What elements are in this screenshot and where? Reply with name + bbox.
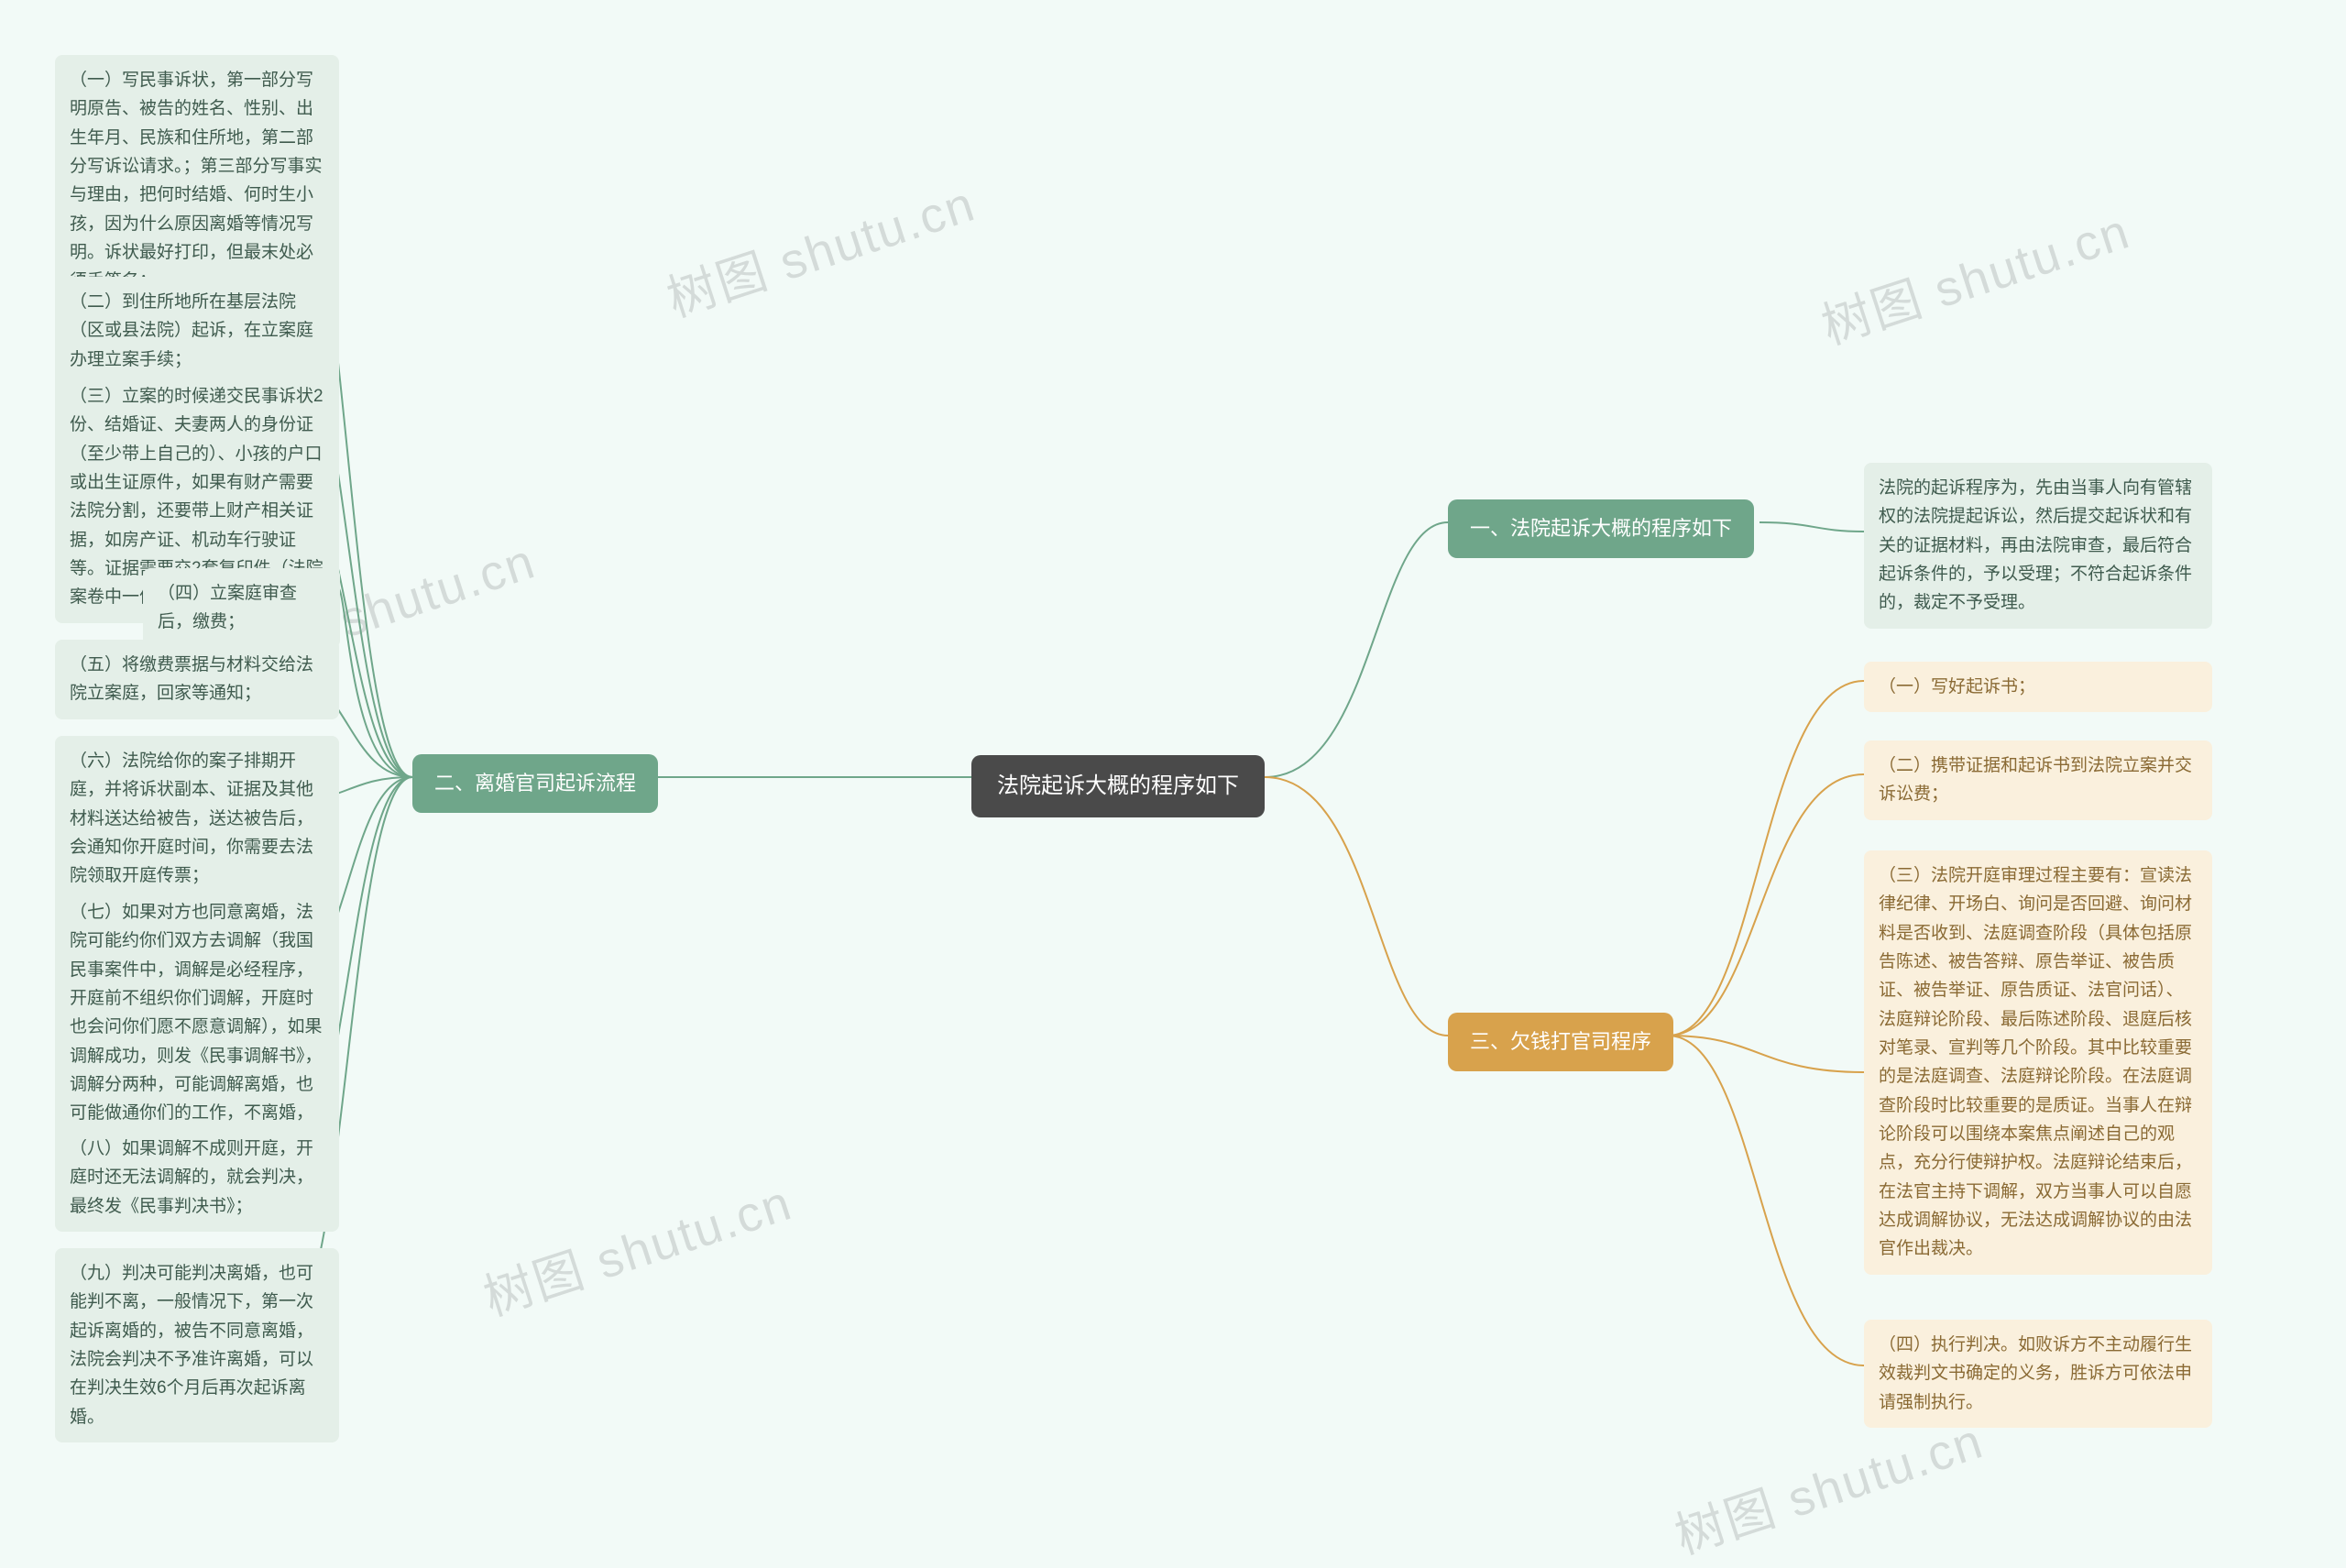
leaf-b2-9[interactable]: （九）判决可能判决离婚，也可能判不离，一般情况下，第一次起诉离婚的，被告不同意离… <box>55 1248 339 1442</box>
branch-2[interactable]: 二、离婚官司起诉流程 <box>412 754 658 813</box>
mindmap-root[interactable]: 法院起诉大概的程序如下 <box>971 755 1265 817</box>
watermark: 树图 shutu.cn <box>656 163 982 331</box>
leaf-b1-1[interactable]: 法院的起诉程序为，先由当事人向有管辖权的法院提起诉讼，然后提交起诉状和有关的证据… <box>1864 463 2212 629</box>
branch-1[interactable]: 一、法院起诉大概的程序如下 <box>1448 499 1754 558</box>
leaf-b2-8[interactable]: （八）如果调解不成则开庭，开庭时还无法调解的，就会判决，最终发《民事判决书》； <box>55 1124 339 1232</box>
leaf-b2-1[interactable]: （一）写民事诉状，第一部分写明原告、被告的姓名、性别、出生年月、民族和住所地，第… <box>55 55 339 307</box>
leaf-b2-4[interactable]: （四）立案庭审查后，缴费； <box>143 568 340 648</box>
watermark: 树图 shutu.cn <box>473 1162 799 1330</box>
leaf-b3-2[interactable]: （二）携带证据和起诉书到法院立案并交诉讼费； <box>1864 740 2212 820</box>
leaf-b3-4[interactable]: （四）执行判决。如败诉方不主动履行生效裁判文书确定的义务，胜诉方可依法申请强制执… <box>1864 1320 2212 1428</box>
branch-3[interactable]: 三、欠钱打官司程序 <box>1448 1013 1673 1071</box>
watermark: 树图 shutu.cn <box>1811 191 2137 358</box>
leaf-b2-2[interactable]: （二）到住所地所在基层法院（区或县法院）起诉，在立案庭办理立案手续； <box>55 277 339 385</box>
leaf-b3-1[interactable]: （一）写好起诉书； <box>1864 662 2212 712</box>
leaf-b2-6[interactable]: （六）法院给你的案子排期开庭，并将诉状副本、证据及其他材料送达给被告，送达被告后… <box>55 736 339 902</box>
leaf-b2-5[interactable]: （五）将缴费票据与材料交给法院立案庭，回家等通知； <box>55 640 339 719</box>
leaf-b3-3[interactable]: （三）法院开庭审理过程主要有：宣读法律纪律、开场白、询问是否回避、询问材料是否收… <box>1864 850 2212 1275</box>
